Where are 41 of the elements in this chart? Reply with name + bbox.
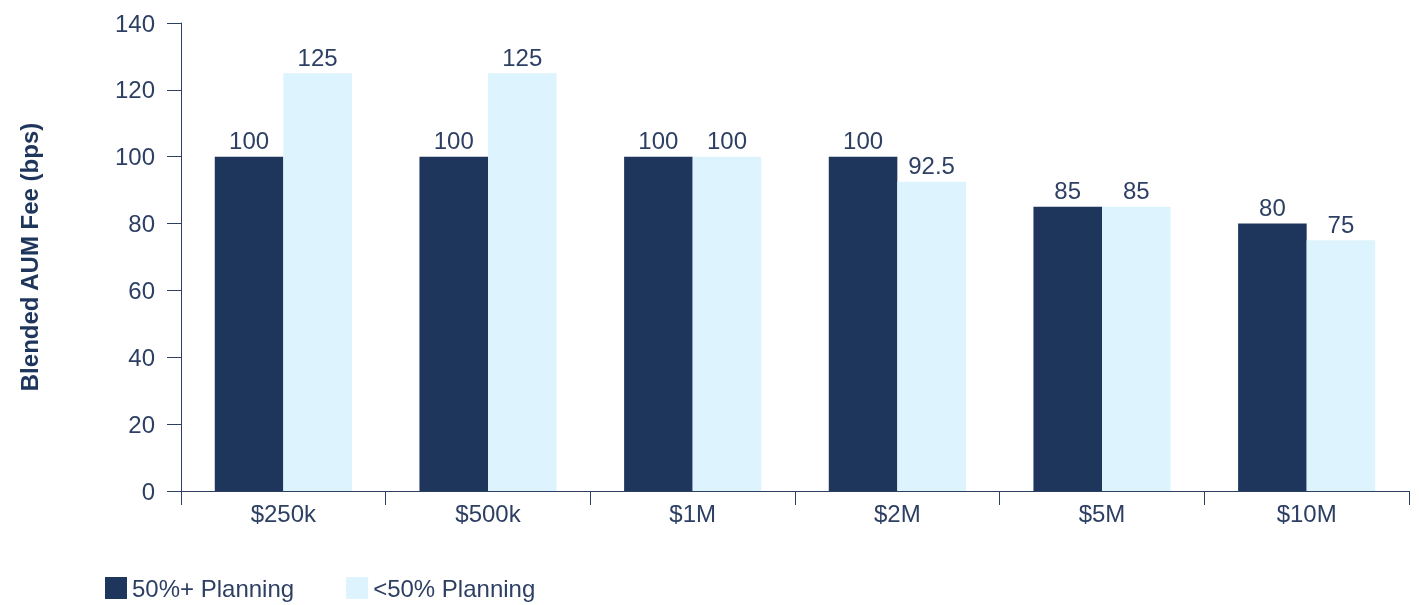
data-label: 100 [843,127,884,155]
legend-label: 50%+ Planning [132,574,295,602]
data-label: 75 [1327,210,1355,238]
y-tick-label: 20 [128,410,155,438]
y-tick-label: 120 [114,76,155,104]
x-tick-label: $500k [455,499,522,527]
data-label: 100 [433,127,474,155]
bar [692,156,762,491]
data-label: 125 [297,43,338,71]
data-label: 92.5 [908,152,955,180]
bar [1238,223,1307,491]
x-tick-label: $5M [1078,499,1126,527]
bar [488,73,557,491]
y-axis-title: Blended AUM Fee (bps) [15,122,43,392]
data-label: 85 [1054,177,1082,205]
bar [1102,206,1171,491]
bar [897,181,966,491]
y-tick-label: 40 [128,343,155,371]
data-label: 85 [1122,177,1150,205]
bar [1033,206,1102,491]
data-label: 100 [706,127,747,155]
legend-label: <50% Planning [373,574,536,602]
x-tick-label: $10M [1276,499,1337,527]
x-tick-label: $250k [250,499,318,527]
data-label: 100 [638,127,679,155]
y-tick-label: 60 [128,276,155,304]
x-tick-label: $2M [873,499,921,527]
bar [283,73,352,491]
y-tick-label: 80 [128,210,155,238]
x-tick-label: $1M [669,499,717,527]
y-tick-label: 140 [114,9,155,37]
bar [214,156,284,491]
bar [828,156,898,491]
data-label: 125 [502,43,543,71]
y-tick-label: 100 [114,143,155,171]
bar [624,156,693,491]
bar [1306,240,1376,491]
y-tick-label: 0 [141,477,155,505]
bar [419,156,488,491]
data-label: 80 [1259,194,1286,222]
data-label: 100 [229,127,270,155]
